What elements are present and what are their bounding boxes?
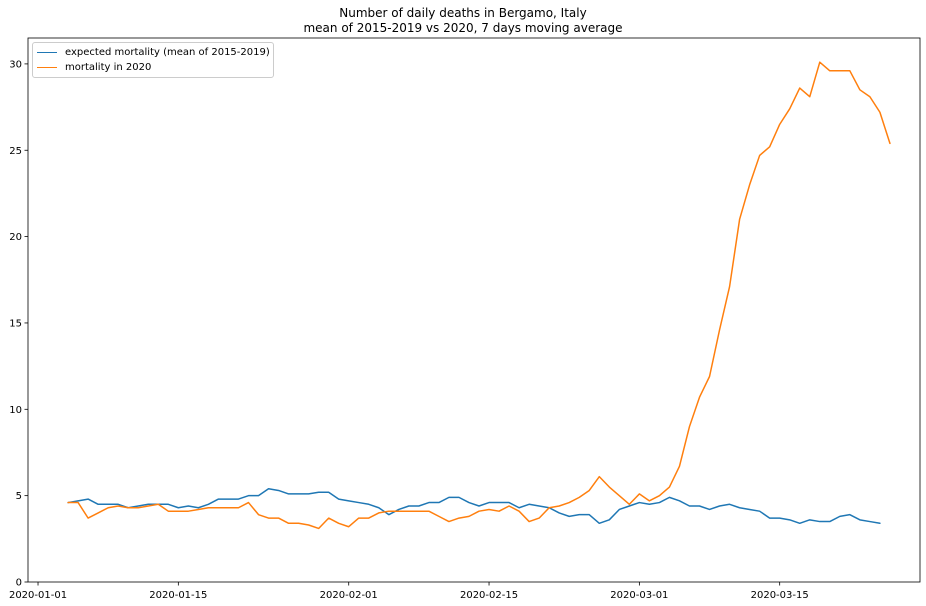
y-tick-label: 30 — [9, 59, 22, 70]
legend-entry-expected: expected mortality (mean of 2015-2019) — [37, 45, 270, 59]
legend-swatch-expected — [37, 51, 57, 53]
y-tick-label: 15 — [9, 318, 22, 329]
x-axis: 2020-01-01 2020-01-15 2020-02-01 2020-02-15… — [9, 582, 809, 601]
y-tick-label: 10 — [9, 405, 22, 416]
legend: expected mortality (mean of 2015-2019) m… — [32, 42, 274, 78]
legend-entry-2020: mortality in 2020 — [37, 60, 151, 74]
chart-title: Number of daily deaths in Bergamo, Italy — [339, 6, 587, 20]
series-layer — [67, 61, 891, 530]
chart-subtitle: mean of 2015-2019 vs 2020, 7 days moving… — [303, 21, 623, 35]
y-tick-label: 20 — [9, 232, 22, 243]
legend-label-2020: mortality in 2020 — [65, 61, 152, 73]
x-tick-label: 2020-02-01 — [320, 590, 378, 601]
series-line-expected — [67, 487, 881, 525]
x-tick-label: 2020-01-15 — [149, 590, 207, 601]
legend-swatch-2020 — [37, 66, 57, 68]
legend-label-expected: expected mortality (mean of 2015-2019) — [65, 46, 270, 58]
x-tick-label: 2020-02-15 — [460, 590, 518, 601]
y-tick-label: 5 — [16, 491, 22, 502]
x-tick-label: 2020-01-01 — [9, 590, 67, 601]
y-tick-label: 0 — [16, 578, 22, 589]
y-tick-label: 25 — [9, 146, 22, 157]
series-line-2020 — [67, 61, 891, 530]
x-tick-label: 2020-03-01 — [610, 590, 668, 601]
y-axis: 0 5 10 15 20 25 30 — [9, 59, 28, 589]
plot-area — [27, 37, 921, 583]
x-tick-label: 2020-03-15 — [751, 590, 809, 601]
